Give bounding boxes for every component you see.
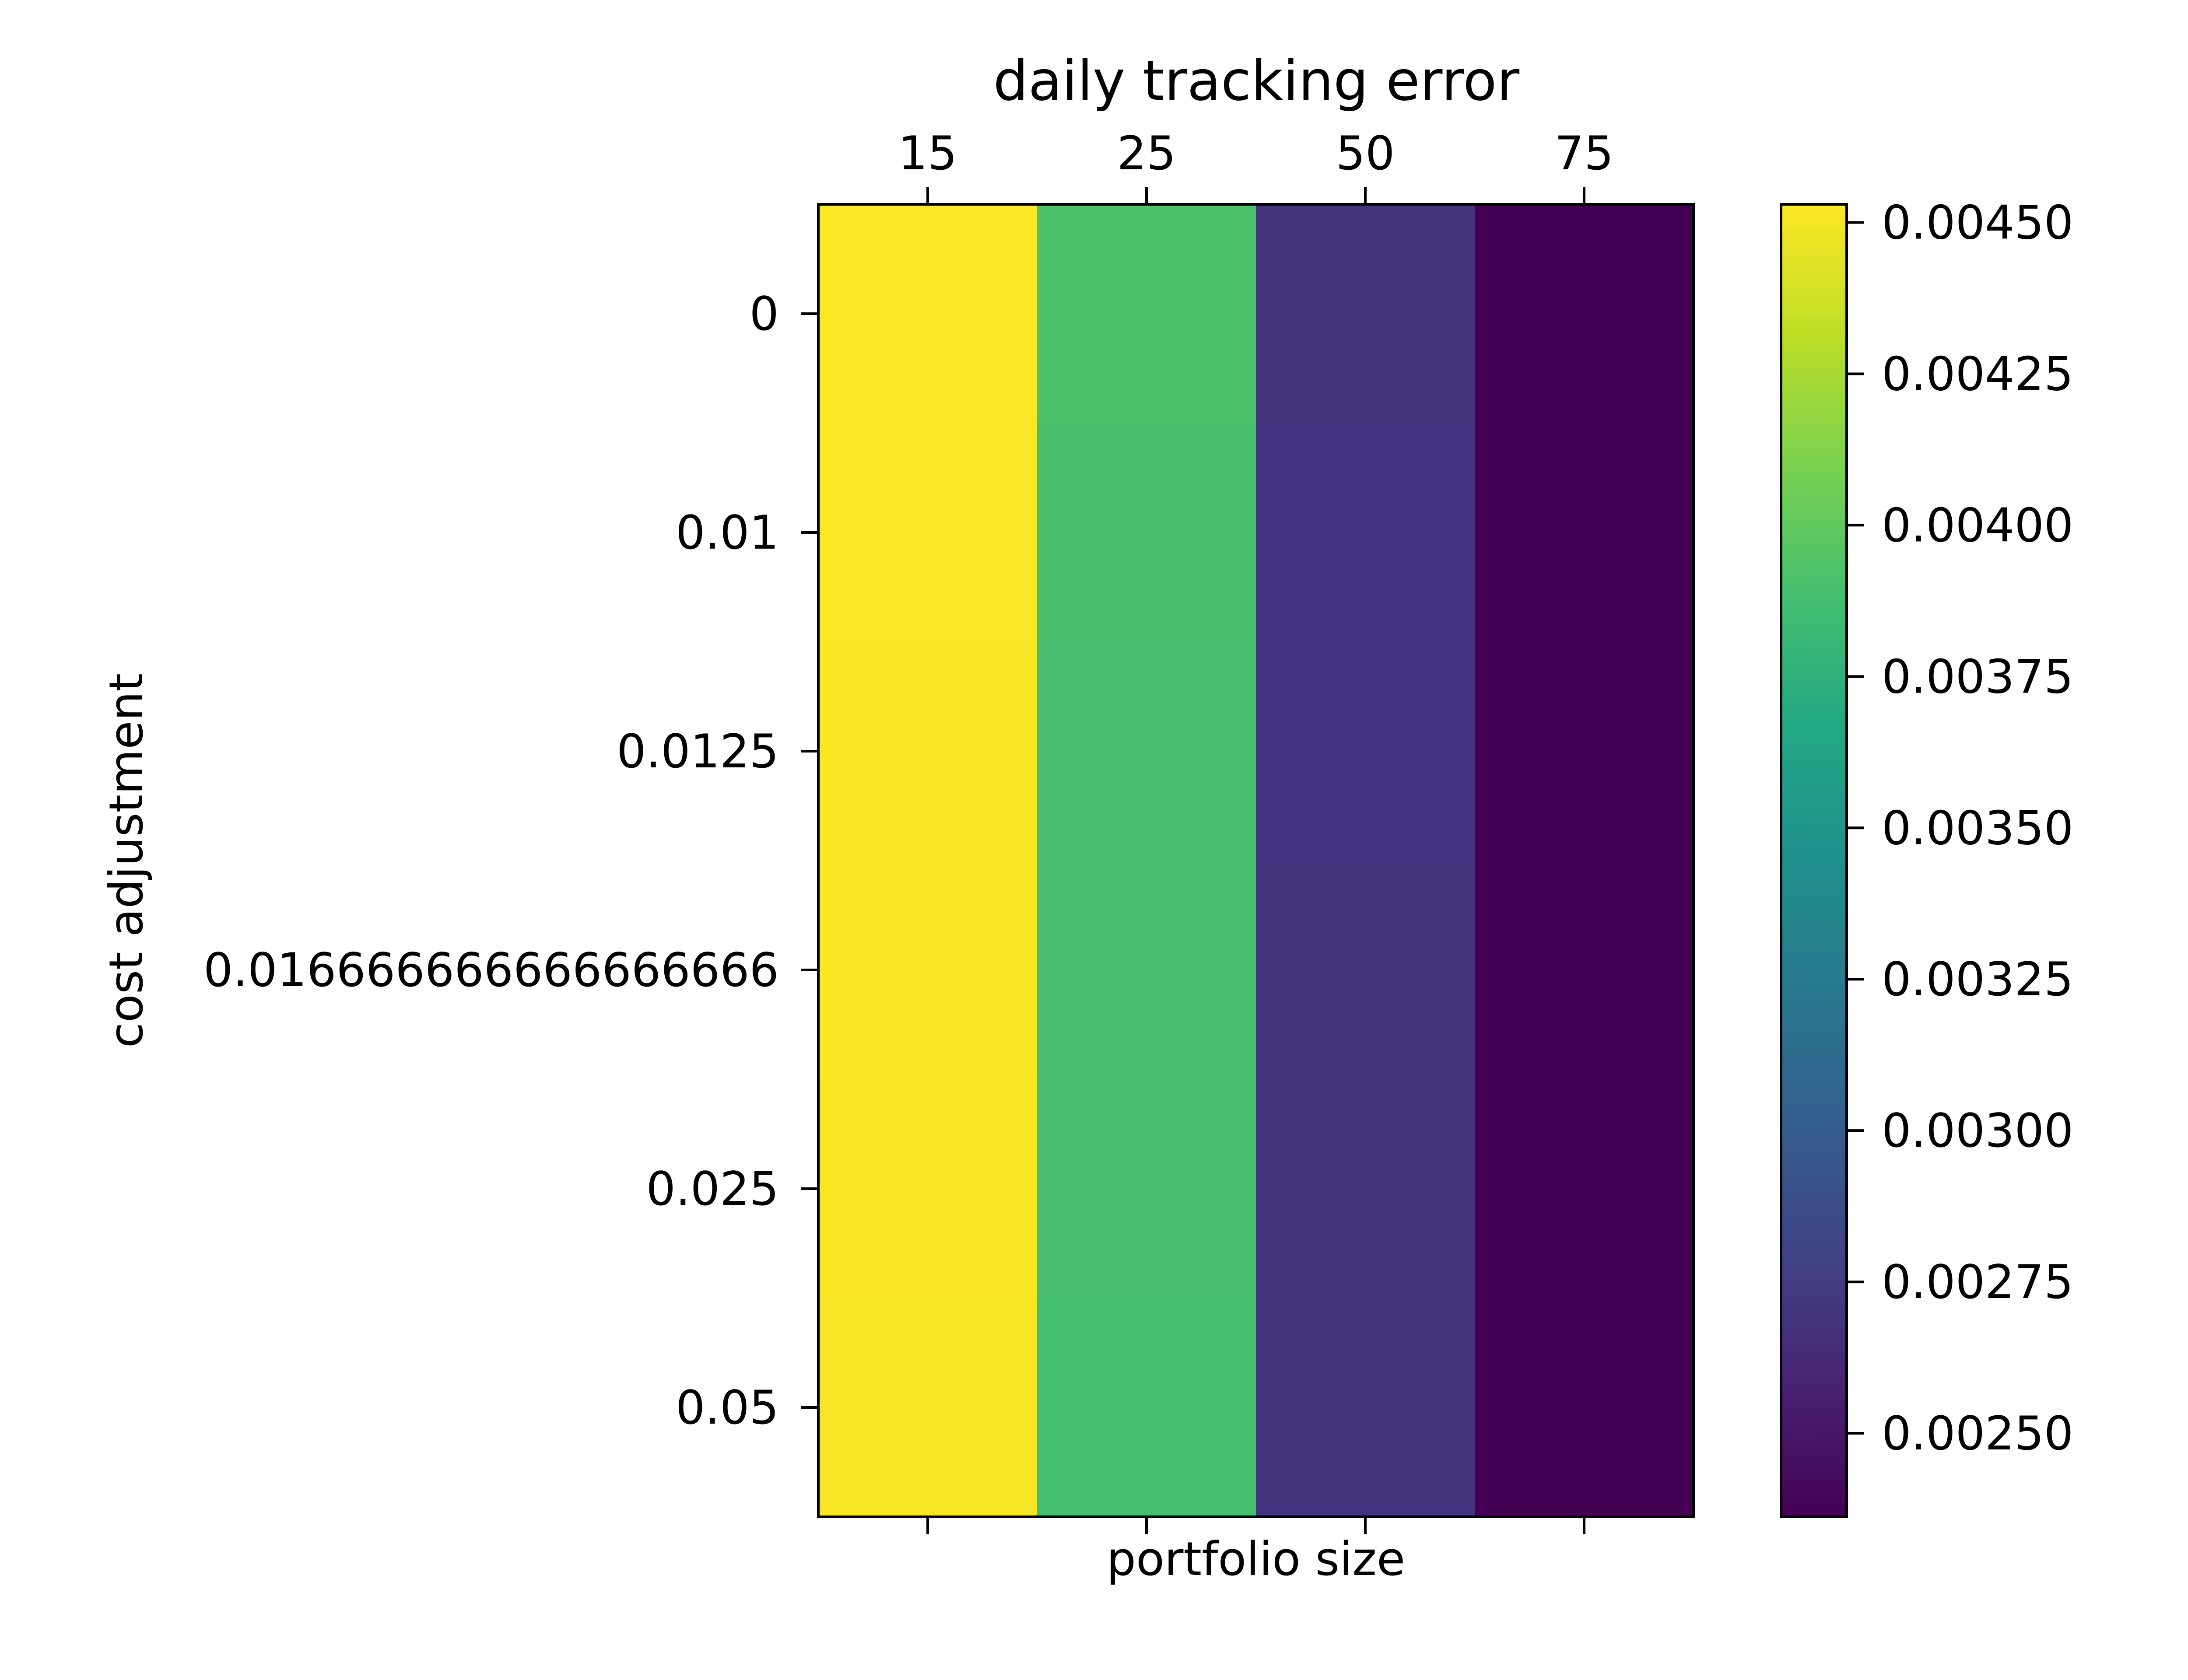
x-tick-label: 15 <box>898 126 957 180</box>
colorbar-tick-label: 0.00275 <box>1882 1255 2073 1309</box>
heatmap-cell <box>818 423 1038 642</box>
heatmap-cell <box>1475 1298 1694 1517</box>
y-tick-label: 0.01 <box>676 506 779 560</box>
heatmap-cell <box>818 204 1038 424</box>
heatmap-cell <box>1037 1298 1256 1517</box>
y-tick-label: 0.05 <box>676 1381 779 1435</box>
heatmap-cell <box>1256 642 1475 861</box>
colorbar-frame <box>1780 203 1848 1518</box>
colorbar-tick-label: 0.00300 <box>1882 1104 2073 1158</box>
colorbar-tick-label: 0.00450 <box>1882 196 2073 250</box>
y-tick-label: 0 <box>750 287 779 341</box>
heatmap-cell <box>1475 861 1694 1080</box>
x-ticks-bottom <box>926 1517 1585 1534</box>
colorbar-tick-label: 0.00375 <box>1882 650 2073 704</box>
heatmap-cell <box>818 861 1038 1080</box>
y-ticks: 0 0.01 0.0125 0.016666666666666666 0.025 0.05 <box>203 287 818 1435</box>
heatmap-cells <box>818 204 1694 1517</box>
heatmap-cell <box>1256 861 1475 1080</box>
x-tick-label: 75 <box>1555 126 1614 180</box>
x-tick-label: 25 <box>1117 126 1176 180</box>
heatmap-cell <box>1037 423 1256 642</box>
heatmap-cell <box>1475 204 1694 424</box>
heatmap-cell <box>1256 204 1475 424</box>
heatmap-cell <box>1475 423 1694 642</box>
heatmap-cell <box>1475 642 1694 861</box>
colorbar-tick-label: 0.00250 <box>1882 1407 2073 1460</box>
colorbar-tick-label: 0.00325 <box>1882 952 2073 1006</box>
y-tick-label: 0.016666666666666666 <box>203 943 779 997</box>
heatmap-cell <box>818 1298 1038 1517</box>
heatmap-cell <box>1256 1298 1475 1517</box>
heatmap-cell <box>1256 1079 1475 1298</box>
y-axis-label: cost adjustment <box>99 673 153 1048</box>
colorbar-gradient <box>1781 204 1847 1517</box>
colorbar-ticks: 0.00250 0.00275 0.00300 0.00325 0.00350 0.003… <box>1847 196 2073 1460</box>
x-ticks-top: 15 25 50 75 <box>898 126 1614 204</box>
colorbar-tick-label: 0.00425 <box>1882 347 2073 401</box>
heatmap-cell <box>1037 204 1256 424</box>
heatmap-cell <box>818 1079 1038 1298</box>
heatmap-cell <box>1037 861 1256 1080</box>
colorbar-tick-label: 0.00350 <box>1882 801 2073 855</box>
plot-frame <box>817 203 1695 1518</box>
x-tick-label: 50 <box>1336 126 1395 180</box>
chart-title: daily tracking error <box>993 49 1520 113</box>
heatmap-cell <box>1256 423 1475 642</box>
heatmap-cell <box>1475 1079 1694 1298</box>
heatmap-cell <box>818 642 1038 861</box>
y-tick-label: 0.0125 <box>617 724 779 778</box>
heatmap-cell <box>1037 642 1256 861</box>
colorbar-tick-label: 0.00400 <box>1882 498 2073 552</box>
x-axis-label: portfolio size <box>1107 1532 1405 1586</box>
y-tick-label: 0.025 <box>646 1162 779 1216</box>
heatmap-cell <box>1037 1079 1256 1298</box>
